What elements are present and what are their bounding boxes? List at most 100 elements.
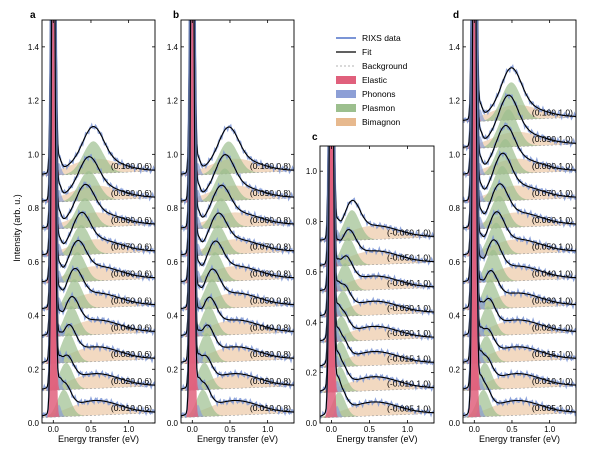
y-tick-label: 0.6 xyxy=(449,258,461,267)
plasmon-fill xyxy=(181,333,294,364)
background-line xyxy=(42,224,155,230)
fit-line xyxy=(42,20,155,363)
y-tick-label: 1.2 xyxy=(449,97,461,106)
fit-line xyxy=(463,20,576,256)
elastic-fill xyxy=(181,20,294,418)
plasmon-fill xyxy=(181,198,294,230)
x-axis-label: Energy transfer (eV) xyxy=(336,434,417,444)
panel-c-frame xyxy=(319,145,435,424)
curve-label: (0.005,1.0) xyxy=(532,403,573,413)
rixs-data-line xyxy=(463,20,576,259)
fit-line xyxy=(181,20,294,175)
y-tick-label: 0.0 xyxy=(449,419,461,428)
background-line xyxy=(463,170,576,177)
background-line xyxy=(42,412,155,418)
background-line xyxy=(320,312,434,318)
background-line xyxy=(42,385,155,392)
fit-line xyxy=(463,20,576,310)
fit-line xyxy=(320,146,434,317)
background-line xyxy=(181,197,294,203)
panel-d-frame xyxy=(462,19,577,424)
legend-swatch xyxy=(336,118,356,126)
background-line xyxy=(42,304,155,311)
fit-line xyxy=(320,146,434,292)
rixs-data-line xyxy=(320,146,434,295)
background-line xyxy=(181,412,294,418)
fit-line xyxy=(42,20,155,256)
rixs-data-line xyxy=(320,146,434,344)
plasmon-fill xyxy=(463,389,576,418)
plasmon-fill xyxy=(320,291,434,318)
fit-line xyxy=(42,20,155,336)
background-line xyxy=(320,362,434,368)
curve-label: (0.040,0.6) xyxy=(111,322,152,332)
x-tick-label: 1.0 xyxy=(123,425,135,434)
rixs-data-line xyxy=(181,20,294,232)
background-line xyxy=(181,385,294,392)
curve-label: (0.050,0.8) xyxy=(250,295,291,305)
y-tick-label: 0.6 xyxy=(167,258,179,267)
curve-label: (0.070,0.6) xyxy=(111,242,152,252)
curve-label: (0.015,1.0) xyxy=(532,349,573,359)
curve-label: (-0.005,1.0) xyxy=(387,404,431,414)
curve-label: (0.020,0.8) xyxy=(250,376,291,386)
rixs-data-line xyxy=(463,20,576,391)
curve-label: (-0.050,1.0) xyxy=(387,253,431,263)
fit-line xyxy=(42,20,155,283)
y-tick-label: 0.4 xyxy=(28,312,40,321)
legend-label: Plasmon xyxy=(362,103,395,113)
rixs-data-line xyxy=(463,20,576,179)
y-tick-label: 0.0 xyxy=(306,419,318,428)
rixs-data-line xyxy=(42,20,155,232)
fit-line xyxy=(181,20,294,202)
background-line xyxy=(181,224,294,230)
x-tick-label: 0.5 xyxy=(224,425,236,434)
y-tick-label: 0.8 xyxy=(167,204,179,213)
elastic-fill xyxy=(463,20,576,418)
background-line xyxy=(320,337,434,343)
fit-line xyxy=(463,20,576,202)
curve-label: (-0.040,1.0) xyxy=(387,278,431,288)
fit-line xyxy=(181,20,294,390)
panel-letter: a xyxy=(30,10,36,21)
panel-b-plot-area xyxy=(181,20,294,419)
curve-label: (0.050,1.0) xyxy=(532,242,573,252)
background-line xyxy=(463,385,576,392)
elastic-fill xyxy=(42,20,155,418)
curve-label: (0.030,1.0) xyxy=(532,295,573,305)
background-line xyxy=(181,331,294,338)
x-axis-label: Energy transfer (eV) xyxy=(58,434,139,444)
background-line xyxy=(463,278,576,284)
fit-line xyxy=(320,146,434,367)
background-line xyxy=(320,236,434,242)
background-line xyxy=(181,358,294,365)
background-line xyxy=(320,413,434,419)
curve-label: (0.060,0.8) xyxy=(250,269,291,279)
y-tick-label: 0.6 xyxy=(28,258,40,267)
y-tick-label: 0.2 xyxy=(449,365,461,374)
background-line xyxy=(463,143,576,150)
y-tick-label: 0.6 xyxy=(306,268,318,277)
background-line xyxy=(42,197,155,203)
curve-label: (-0.010,1.0) xyxy=(387,378,431,388)
x-tick-label: 0.5 xyxy=(85,425,97,434)
plasmon-fill xyxy=(463,222,576,257)
legend-swatch xyxy=(336,90,356,98)
curve-label: (0.100,1.0) xyxy=(532,107,573,117)
panel-a-frame xyxy=(41,19,156,424)
curve-label: (0.080,1.0) xyxy=(532,161,573,171)
panel-d-plot-area xyxy=(463,20,576,419)
background-line xyxy=(463,116,576,123)
plasmon-fill xyxy=(463,139,576,176)
plasmon-fill xyxy=(42,141,155,176)
background-line xyxy=(181,278,294,284)
fit-line xyxy=(181,20,294,229)
curve-label: (0.100,0.8) xyxy=(250,161,291,171)
background-line xyxy=(463,251,576,257)
fit-line xyxy=(320,146,434,392)
background-line xyxy=(42,278,155,284)
figure-ylabel: Intensity (arb. u.) xyxy=(12,194,22,262)
y-tick-label: 0.8 xyxy=(449,204,461,213)
panel-a-plot-area xyxy=(42,20,155,419)
